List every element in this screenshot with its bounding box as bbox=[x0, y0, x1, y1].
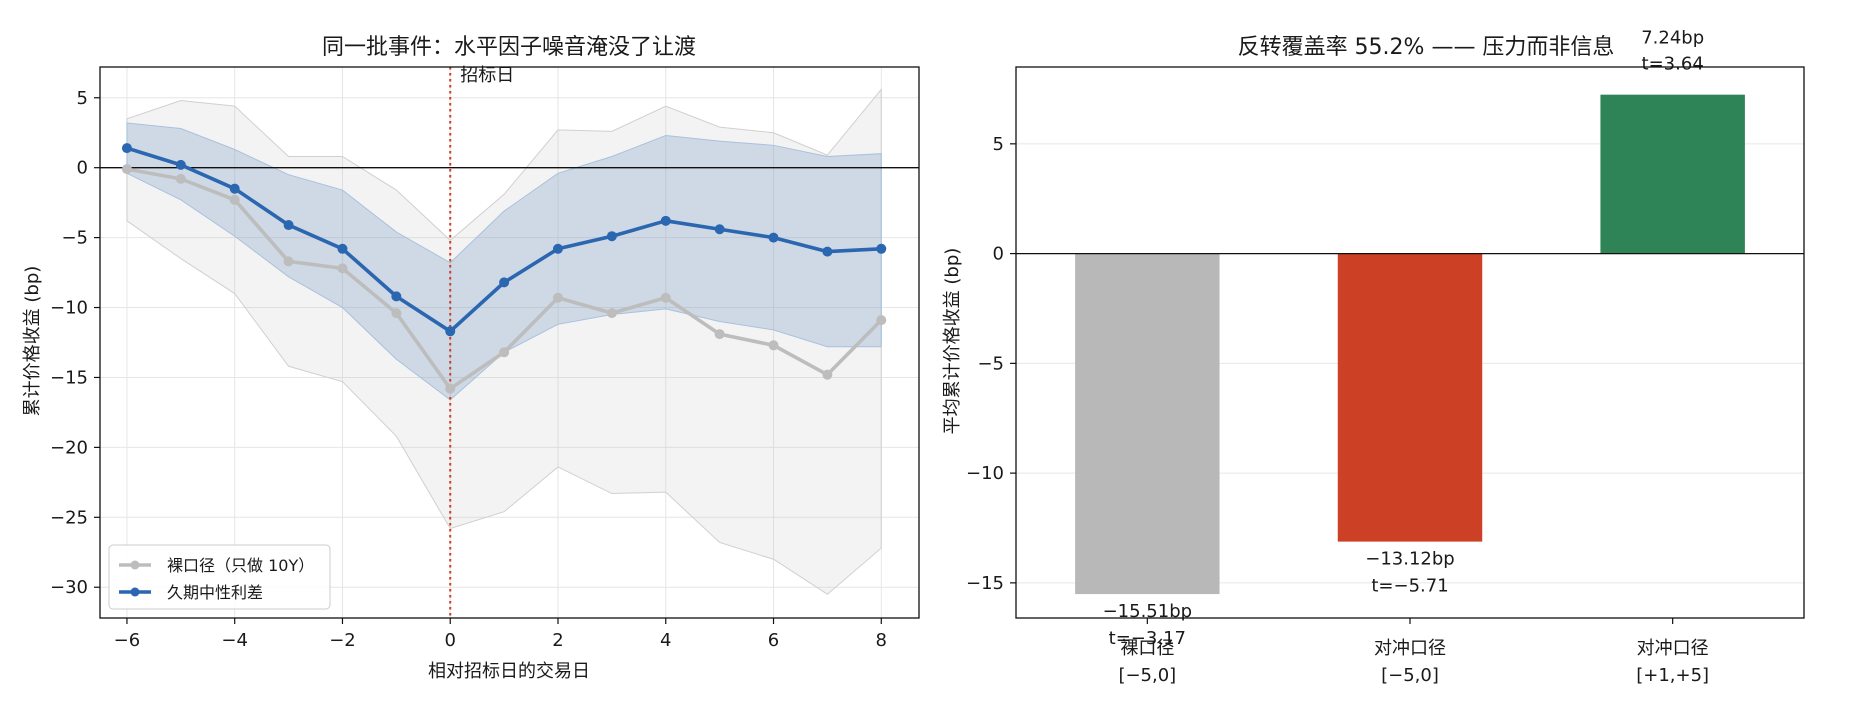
data-point-hedged bbox=[499, 277, 510, 288]
left-y-tick-label: −5 bbox=[61, 228, 88, 249]
data-point-naked bbox=[552, 292, 563, 303]
data-point-naked bbox=[822, 369, 833, 380]
data-point-naked bbox=[391, 308, 402, 319]
data-point-naked bbox=[606, 308, 617, 319]
left-plot-frame bbox=[99, 66, 920, 619]
left-x-tick-label: 4 bbox=[660, 630, 671, 651]
data-point-hedged bbox=[283, 220, 294, 231]
confidence-band-hedged bbox=[126, 122, 882, 401]
data-point-hedged bbox=[121, 143, 132, 154]
data-point-naked bbox=[229, 194, 240, 205]
data-point-hedged bbox=[552, 243, 563, 254]
data-point-hedged bbox=[660, 215, 671, 226]
confidence-band-naked bbox=[126, 87, 882, 595]
category-label: [−5,0] bbox=[1118, 665, 1176, 686]
left-series-points bbox=[121, 143, 887, 394]
left-axis-ticks: −6 −4 −2 0 2 4 6 850−5−10−15−20−25−30 bbox=[50, 88, 887, 651]
bar-t-stat-label: t=−3.17 bbox=[1109, 628, 1186, 649]
legend-box bbox=[108, 544, 331, 610]
right-bar-labels: −15.51bp t=−3.17 −13.12bp t=−5.71 7.24bp t=3.… bbox=[1103, 28, 1705, 649]
auction-day-annotation: 招标日 bbox=[460, 65, 514, 86]
bar-0 bbox=[1075, 253, 1220, 595]
data-point-hedged bbox=[714, 224, 725, 235]
category-label: 对冲口径 bbox=[1374, 638, 1446, 659]
data-point-hedged bbox=[768, 232, 779, 243]
right-y-tick-label: −15 bbox=[966, 573, 1004, 594]
bar-value-label: −15.51bp bbox=[1103, 601, 1192, 622]
left-x-tick-label: −4 bbox=[221, 630, 248, 651]
left-y-tick-label: 5 bbox=[77, 88, 88, 109]
bar-t-stat-label: t=−5.71 bbox=[1371, 576, 1448, 597]
category-label: 裸口径 bbox=[1120, 638, 1174, 659]
left-y-tick-label: −15 bbox=[50, 367, 88, 388]
left-y-axis-label: 累计价格收益 (bp) bbox=[22, 266, 43, 417]
data-point-naked bbox=[876, 315, 887, 326]
data-point-hedged bbox=[391, 291, 402, 302]
data-point-naked bbox=[283, 256, 294, 267]
bar-value-label: 7.24bp bbox=[1641, 28, 1704, 49]
data-point-naked bbox=[445, 383, 456, 394]
data-point-naked bbox=[175, 173, 186, 184]
right-y-tick-label: 0 bbox=[993, 244, 1004, 265]
left-chart-title: 同一批事件：水平因子噪音淹没了让渡 bbox=[322, 35, 696, 60]
left-x-tick-label: −6 bbox=[114, 630, 141, 651]
left-y-tick-label: 0 bbox=[77, 158, 88, 179]
data-point-hedged bbox=[606, 231, 617, 242]
legend-label-hedged: 久期中性利差 bbox=[167, 583, 263, 602]
data-point-naked bbox=[121, 164, 132, 175]
category-label: 对冲口径 bbox=[1637, 638, 1709, 659]
data-point-hedged bbox=[876, 243, 887, 254]
left-y-tick-label: −25 bbox=[50, 507, 88, 528]
right-bars bbox=[1075, 94, 1745, 595]
left-x-tick-label: 8 bbox=[876, 630, 887, 651]
right-y-tick-label: 5 bbox=[993, 134, 1004, 155]
category-label: [−5,0] bbox=[1381, 665, 1439, 686]
left-confidence-bands bbox=[126, 87, 882, 595]
legend-marker-hedged bbox=[130, 587, 140, 597]
data-point-hedged bbox=[337, 243, 348, 254]
data-point-naked bbox=[499, 347, 510, 358]
bar-2 bbox=[1600, 94, 1745, 254]
right-y-tick-label: −10 bbox=[966, 463, 1004, 484]
data-point-hedged bbox=[229, 183, 240, 194]
left-reference-lines bbox=[100, 67, 919, 618]
data-point-hedged bbox=[175, 159, 186, 170]
data-point-hedged bbox=[445, 326, 456, 337]
data-point-naked bbox=[768, 340, 779, 351]
right-axis-ticks: 5 0 −5 −10 −15 裸口径 [−5,0] 对冲口径 [−5,0] 对冲口径 [+1,+5] bbox=[966, 134, 1709, 686]
left-y-tick-label: −20 bbox=[50, 437, 88, 458]
right-chart-title: 反转覆盖率 55.2% —— 压力而非信息 bbox=[1238, 35, 1615, 60]
left-line-chart: 同一批事件：水平因子噪音淹没了让渡 相对招标日的交易日 累计价格收益 (bp) … bbox=[22, 35, 920, 682]
right-plot-frame bbox=[1015, 66, 1805, 619]
data-point-naked bbox=[714, 329, 725, 340]
bar-1 bbox=[1337, 253, 1483, 542]
legend-label-naked: 裸口径（只做 10Y） bbox=[167, 556, 314, 575]
left-x-tick-label: 0 bbox=[445, 630, 456, 651]
left-legend: 裸口径（只做 10Y） 久期中性利差 bbox=[108, 544, 331, 610]
bar-value-label: −13.12bp bbox=[1365, 549, 1454, 570]
left-y-tick-label: −30 bbox=[50, 577, 88, 598]
data-point-naked bbox=[660, 292, 671, 303]
left-x-tick-label: 2 bbox=[552, 630, 563, 651]
legend-marker-naked bbox=[130, 560, 140, 570]
right-y-tick-label: −5 bbox=[977, 353, 1004, 374]
bar-t-stat-label: t=3.64 bbox=[1642, 54, 1704, 75]
left-x-tick-label: −2 bbox=[329, 630, 356, 651]
right-bar-chart: 反转覆盖率 55.2% —— 压力而非信息 平均累计价格收益 (bp) 5 0 −5… bbox=[942, 28, 1805, 686]
left-x-axis-label: 相对招标日的交易日 bbox=[428, 661, 590, 682]
right-y-axis-label: 平均累计价格收益 (bp) bbox=[942, 248, 963, 435]
category-label: [+1,+5] bbox=[1636, 665, 1709, 686]
left-x-tick-label: 6 bbox=[768, 630, 779, 651]
left-y-tick-label: −10 bbox=[50, 298, 88, 319]
data-point-hedged bbox=[822, 246, 833, 257]
data-point-naked bbox=[337, 263, 348, 274]
